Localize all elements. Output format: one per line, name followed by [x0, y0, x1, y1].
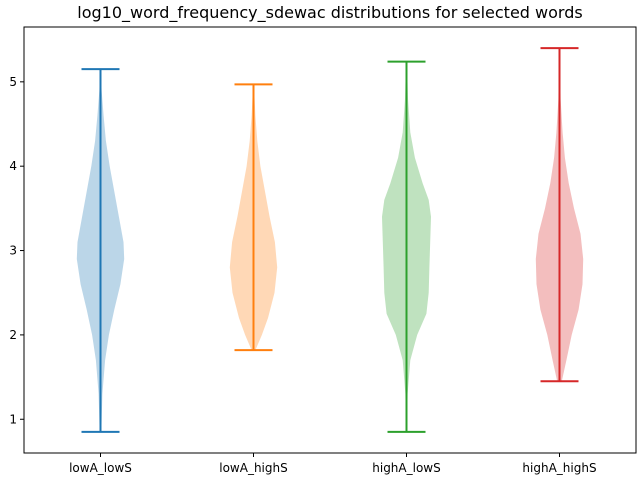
violin-highA_lowS	[382, 60, 431, 433]
x-tick-label: lowA_highS	[219, 461, 287, 475]
y-tick-label: 1	[9, 412, 17, 426]
x-tick-label: lowA_lowS	[69, 461, 132, 475]
violins-layer	[76, 47, 584, 433]
violin-highA_highS	[535, 47, 584, 383]
chart-title: log10_word_frequency_sdewac distribution…	[77, 3, 582, 23]
plot-frame	[23, 26, 637, 454]
x-tick-label: highA_lowS	[372, 461, 440, 475]
y-tick-label: 2	[9, 328, 17, 342]
y-tick-label: 5	[9, 75, 17, 89]
y-tick-label: 3	[9, 244, 17, 258]
violin-lowA_lowS	[76, 68, 125, 433]
x-axis: lowA_lowS lowA_highS highA_lowS highA_highS	[69, 453, 597, 475]
y-axis: 1 2 3 4 5	[9, 75, 24, 426]
violin-lowA_highS	[229, 83, 278, 352]
y-tick-label: 4	[9, 159, 17, 173]
x-tick-label: highA_highS	[522, 461, 596, 475]
